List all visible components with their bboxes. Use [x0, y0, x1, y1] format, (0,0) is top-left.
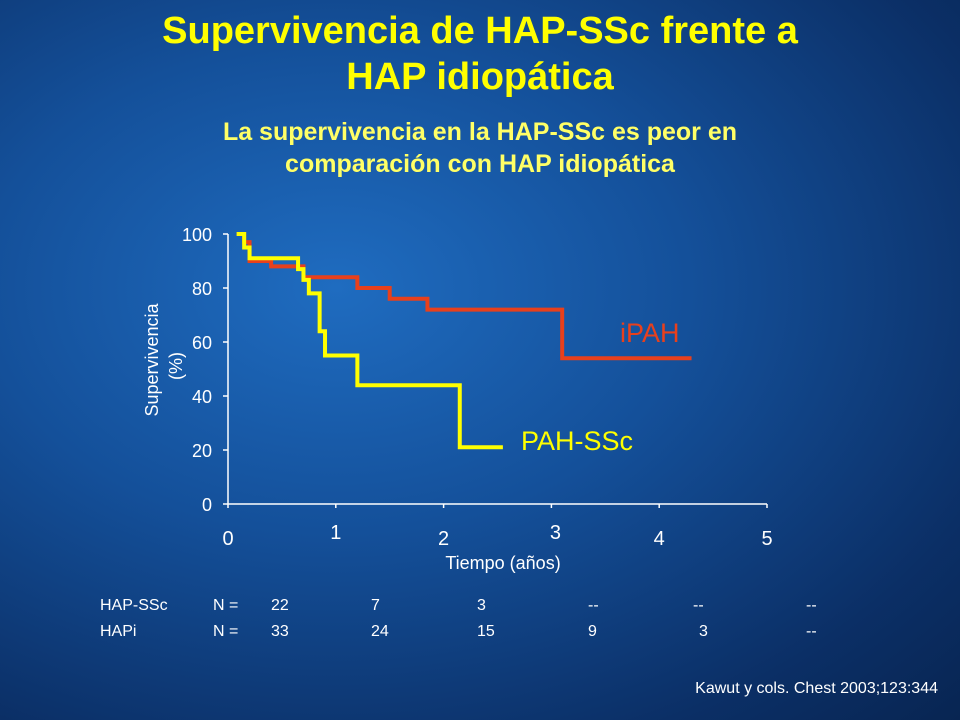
risk-value: 3: [699, 623, 708, 640]
y-tick-label: 80: [192, 279, 212, 299]
risk-group-label: HAPi: [100, 623, 137, 640]
chart-labels: Tiempo (años) Supervivencia (%) iPAH PAH…: [142, 302, 680, 573]
slide-title-line-2: HAP idiopática: [346, 56, 614, 98]
x-tick-label: 4: [654, 528, 665, 550]
risk-value: 22: [271, 597, 289, 614]
y-tick-label: 100: [182, 225, 212, 245]
chart-axes: 0 20 40 60 80 100 0 1 2 3 4 5: [182, 225, 773, 550]
slide-title-line-1: Supervivencia de HAP-SSc frente a: [162, 10, 798, 52]
y-axis-label-line-1: Supervivencia: [142, 302, 162, 416]
x-axis-label: Tiempo (años): [445, 553, 560, 573]
slide-subtitle-line-2: comparación con HAP idiopática: [285, 150, 675, 178]
y-tick-label: 60: [192, 333, 212, 353]
risk-value: 33: [271, 623, 289, 640]
citation: Kawut y cols. Chest 2003;123:344: [695, 680, 938, 697]
slide-subtitle-line-1: La supervivencia en la HAP-SSc es peor e…: [222, 118, 738, 146]
x-tick-label: 5: [761, 528, 772, 550]
risk-value: --: [588, 597, 599, 614]
risk-value: 9: [588, 623, 597, 640]
x-tick-label: 2: [438, 528, 449, 550]
slide-subtitle: La supervivencia en la HAP-SSc es peor e…: [60, 116, 900, 180]
y-tick-label: 40: [192, 387, 212, 407]
risk-value: 3: [477, 597, 486, 614]
risk-value: --: [806, 597, 817, 614]
risk-group-label: HAP-SSc: [100, 597, 168, 614]
slide-title: Supervivencia de HAP-SSc frente a HAP id…: [60, 8, 900, 100]
series-line-pah-ssc: [236, 232, 503, 450]
risk-value: 7: [371, 597, 380, 614]
x-tick-label: 3: [550, 522, 561, 544]
risk-value: 15: [477, 623, 495, 640]
series-label-pah-ssc: PAH-SSc: [521, 426, 633, 456]
risk-value: --: [693, 597, 704, 614]
x-tick-label: 1: [330, 522, 341, 544]
risk-value: 24: [371, 623, 389, 640]
series-label-ipah: iPAH: [620, 318, 680, 348]
x-tick-label: 0: [222, 528, 233, 550]
chart-series: [236, 232, 692, 450]
risk-n-label: N =: [213, 623, 239, 640]
risk-value: --: [806, 623, 817, 640]
y-axis-label-line-2: (%): [166, 352, 186, 380]
risk-n-label: N =: [213, 597, 239, 614]
y-tick-label: 0: [202, 495, 212, 515]
y-tick-label: 20: [192, 441, 212, 461]
